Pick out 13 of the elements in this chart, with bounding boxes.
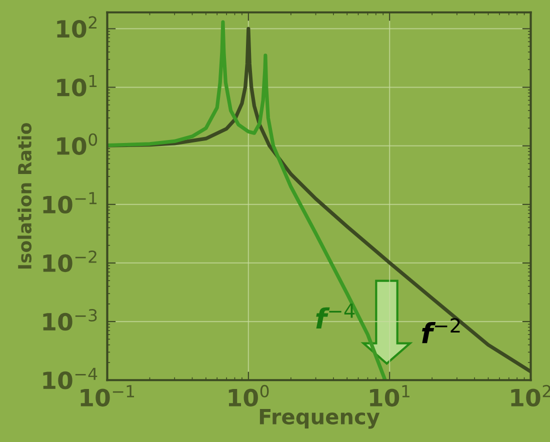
x-axis-title: Frequency	[260, 409, 380, 429]
x-tick-label: 10$^{1}$	[370, 385, 410, 407]
y-tick-label: 10$^{−2}$	[43, 250, 96, 272]
y-tick-label: 10$^{0}$	[57, 133, 98, 155]
y-tick-label: 10$^{−3}$	[43, 309, 97, 331]
y-tick-label: 10$^{2}$	[57, 16, 96, 38]
y-tick-label: 10$^{−1}$	[43, 192, 97, 214]
y-tick-label: 10$^{1}$	[57, 74, 97, 96]
annotation: f$^{−4}$	[316, 304, 355, 328]
x-tick-label: 10$^{2}$	[511, 384, 550, 407]
y-axis-title: Isolation Ratio	[18, 123, 32, 269]
x-tick-label: 10$^{0}$	[228, 384, 269, 407]
annotation: f$^{−2}$	[422, 318, 460, 344]
